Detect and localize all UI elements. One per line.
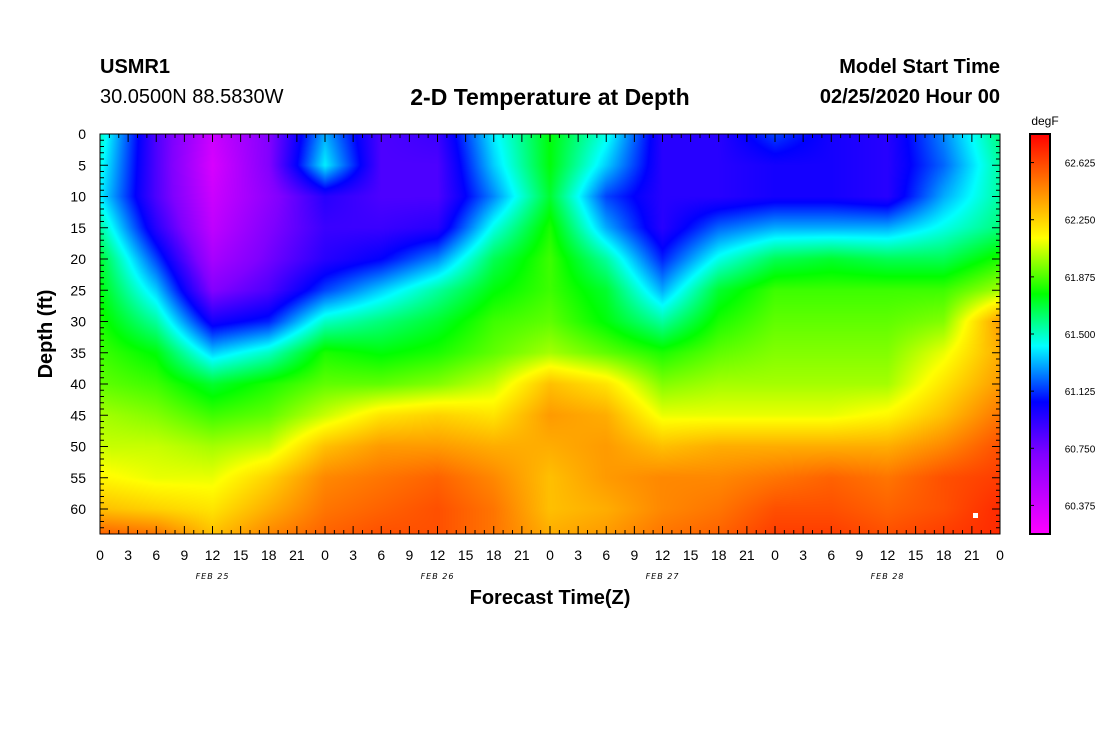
model-start-value: 02/25/2020 Hour 00: [819, 86, 1000, 108]
colorbar-label: 61.875: [1065, 273, 1096, 284]
colorbar-label: 61.500: [1065, 330, 1096, 341]
x-tick-label: 6: [152, 547, 160, 563]
y-tick-label: 55: [70, 470, 86, 486]
y-axis: 0 5 10 15 20 25 30 35 40 45 50 55 60: [70, 126, 1000, 535]
colorbar-label: 60.375: [1065, 501, 1096, 512]
x-axis: 0 3 6 9 12 15 18 21 0 3 6 9 12 15 18 21 0 3 6 9 12 15 18 21 0 3 6 9…: [96, 134, 1004, 581]
x-tick-label: 3: [799, 547, 807, 563]
x-tick-label: 3: [349, 547, 357, 563]
x-tick-label: 6: [377, 547, 385, 563]
y-tick-label: 30: [70, 314, 86, 330]
station-coordinates: 30.0500N 88.5830W: [100, 86, 284, 108]
x-tick-label: 6: [602, 547, 610, 563]
colorbar-label: 62.250: [1065, 216, 1096, 227]
y-tick-label: 15: [70, 220, 86, 236]
x-tick-label: 12: [880, 547, 896, 563]
x-tick-label: 9: [405, 547, 413, 563]
model-start-label: Model Start Time: [839, 56, 1000, 78]
temperature-heatmap: [100, 134, 1000, 534]
x-tick-label: 12: [205, 547, 221, 563]
y-tick-label: 60: [70, 501, 86, 517]
x-tick-label: 21: [964, 547, 980, 563]
y-tick-label: 5: [78, 157, 86, 173]
date-label: FEB 28: [871, 572, 905, 581]
y-tick-label: 45: [70, 407, 86, 423]
y-tick-label: 25: [70, 282, 86, 298]
x-tick-label: 0: [546, 547, 554, 563]
white-marker: [973, 513, 978, 518]
station-id: USMR1: [100, 56, 171, 78]
y-tick-label: 35: [70, 345, 86, 361]
x-tick-label: 15: [458, 547, 474, 563]
date-label: FEB 27: [646, 572, 680, 581]
y-axis-title: Depth (ft): [35, 290, 57, 379]
colorbar-label: 60.750: [1065, 444, 1096, 455]
colorbar-label: 62.625: [1065, 159, 1096, 170]
x-tick-label: 12: [430, 547, 446, 563]
chart-title: 2-D Temperature at Depth: [410, 84, 690, 110]
colorbar-unit: degF: [1031, 114, 1058, 128]
x-tick-label: 18: [261, 547, 277, 563]
x-tick-label: 3: [574, 547, 582, 563]
x-tick-label: 21: [289, 547, 305, 563]
x-tick-label: 9: [630, 547, 638, 563]
colorbar-label: 61.125: [1065, 387, 1096, 398]
x-tick-label: 0: [996, 547, 1004, 563]
y-tick-label: 50: [70, 439, 86, 455]
x-tick-label: 18: [486, 547, 502, 563]
x-tick-label: 15: [683, 547, 699, 563]
x-tick-label: 0: [771, 547, 779, 563]
x-tick-label: 21: [514, 547, 530, 563]
x-axis-title: Forecast Time(Z): [470, 587, 631, 609]
x-tick-label: 18: [711, 547, 727, 563]
x-tick-label: 0: [321, 547, 329, 563]
x-tick-label: 0: [96, 547, 104, 563]
date-label: FEB 25: [196, 572, 230, 581]
x-tick-label: 6: [827, 547, 835, 563]
y-tick-label: 0: [78, 126, 86, 142]
y-tick-label: 20: [70, 251, 86, 267]
x-tick-label: 21: [739, 547, 755, 563]
x-tick-label: 9: [180, 547, 188, 563]
x-tick-label: 12: [655, 547, 671, 563]
colorbar-labels: 62.625 62.250 61.875 61.500 61.125 60.750 60.3…: [1030, 159, 1096, 512]
y-tick-label: 10: [70, 189, 86, 205]
x-tick-label: 15: [908, 547, 924, 563]
x-tick-label: 18: [936, 547, 952, 563]
x-tick-label: 3: [124, 547, 132, 563]
x-tick-label: 15: [233, 547, 249, 563]
x-tick-label: 9: [855, 547, 863, 563]
y-tick-label: 40: [70, 376, 86, 392]
date-label: FEB 26: [421, 572, 455, 581]
